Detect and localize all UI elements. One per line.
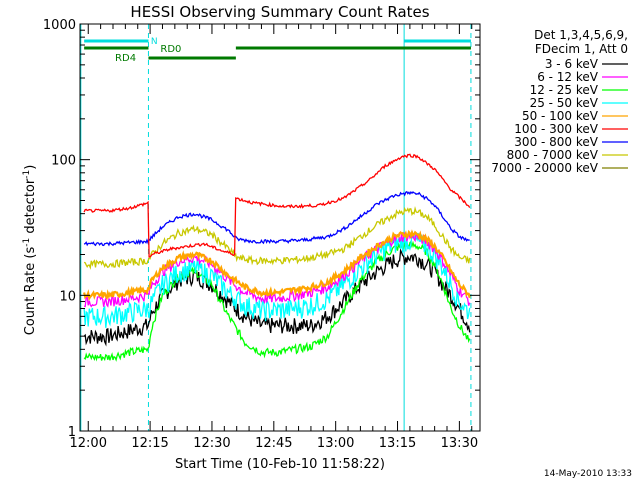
x-tick-label-3: 12:45 [255, 436, 292, 451]
series-0 [83, 248, 471, 347]
plot-frame [79, 23, 481, 432]
y-axis-label-main: Count Rate (s [23, 247, 38, 336]
annotation-n: N [151, 37, 158, 47]
legend-label-3: 25 - 50 keV [530, 96, 599, 110]
x-tick-label-6: 13:30 [441, 436, 478, 451]
y-axis-label-mid: detector [23, 178, 38, 238]
series-3 [83, 230, 471, 328]
legend-label-2: 12 - 25 keV [530, 83, 599, 97]
axes: 12:00 12:15 12:30 12:45 13:00 13:15 13:30 1 10 10… [43, 18, 481, 451]
series-layer [83, 153, 471, 362]
series-line-4 [83, 229, 471, 301]
x-tick-label-1: 12:15 [131, 436, 168, 451]
y-tick-label-0: 1 [68, 425, 76, 440]
legend-label-6: 300 - 800 keV [514, 135, 598, 149]
x-tick-label-2: 12:30 [193, 436, 230, 451]
legend-label-5: 100 - 300 keV [514, 122, 598, 136]
x-tick-label-5: 13:15 [379, 436, 416, 451]
annotation-rd4: RD4 [115, 53, 136, 64]
legend-title-line2: FDecim 1, Att 0 [535, 42, 628, 56]
y-axis-label-end: ) [23, 165, 38, 170]
y-axis-label-sup1: -1 [22, 238, 32, 247]
series-line-0 [83, 248, 471, 347]
x-axis-label: Start Time (10-Feb-10 11:58:22) [175, 457, 385, 472]
y-tick-label-1: 10 [59, 289, 76, 304]
legend-label-1: 6 - 12 keV [537, 70, 599, 84]
y-tick-label-3: 1000 [43, 18, 76, 33]
chart-title: HESSI Observing Summary Count Rates [130, 3, 429, 21]
series-5 [83, 153, 471, 258]
legend-label-0: 3 - 6 keV [545, 57, 599, 71]
x-tick-label-4: 13:00 [317, 436, 354, 451]
x-tick-label-0: 12:00 [70, 436, 107, 451]
legend-title-line1: Det 1,3,4,5,6,9, [534, 28, 628, 42]
series-line-3 [83, 230, 471, 328]
annotation-rd0: RD0 [160, 44, 181, 55]
y-axis-label-sup2: -1 [22, 170, 32, 179]
y-axis-label: Count Rate (s-1 detector-1) [22, 165, 38, 336]
series-line-7 [83, 206, 471, 270]
y-tick-label-2: 100 [51, 154, 76, 169]
footer-date: 14-May-2010 13:33 [544, 469, 632, 479]
legend-label-7: 800 - 7000 keV [507, 148, 599, 162]
series-line-5 [83, 153, 471, 258]
series-7 [83, 206, 471, 270]
series-4 [83, 229, 471, 301]
legend-label-8: 7000 - 20000 keV [491, 161, 598, 175]
legend-label-4: 50 - 100 keV [522, 109, 599, 123]
